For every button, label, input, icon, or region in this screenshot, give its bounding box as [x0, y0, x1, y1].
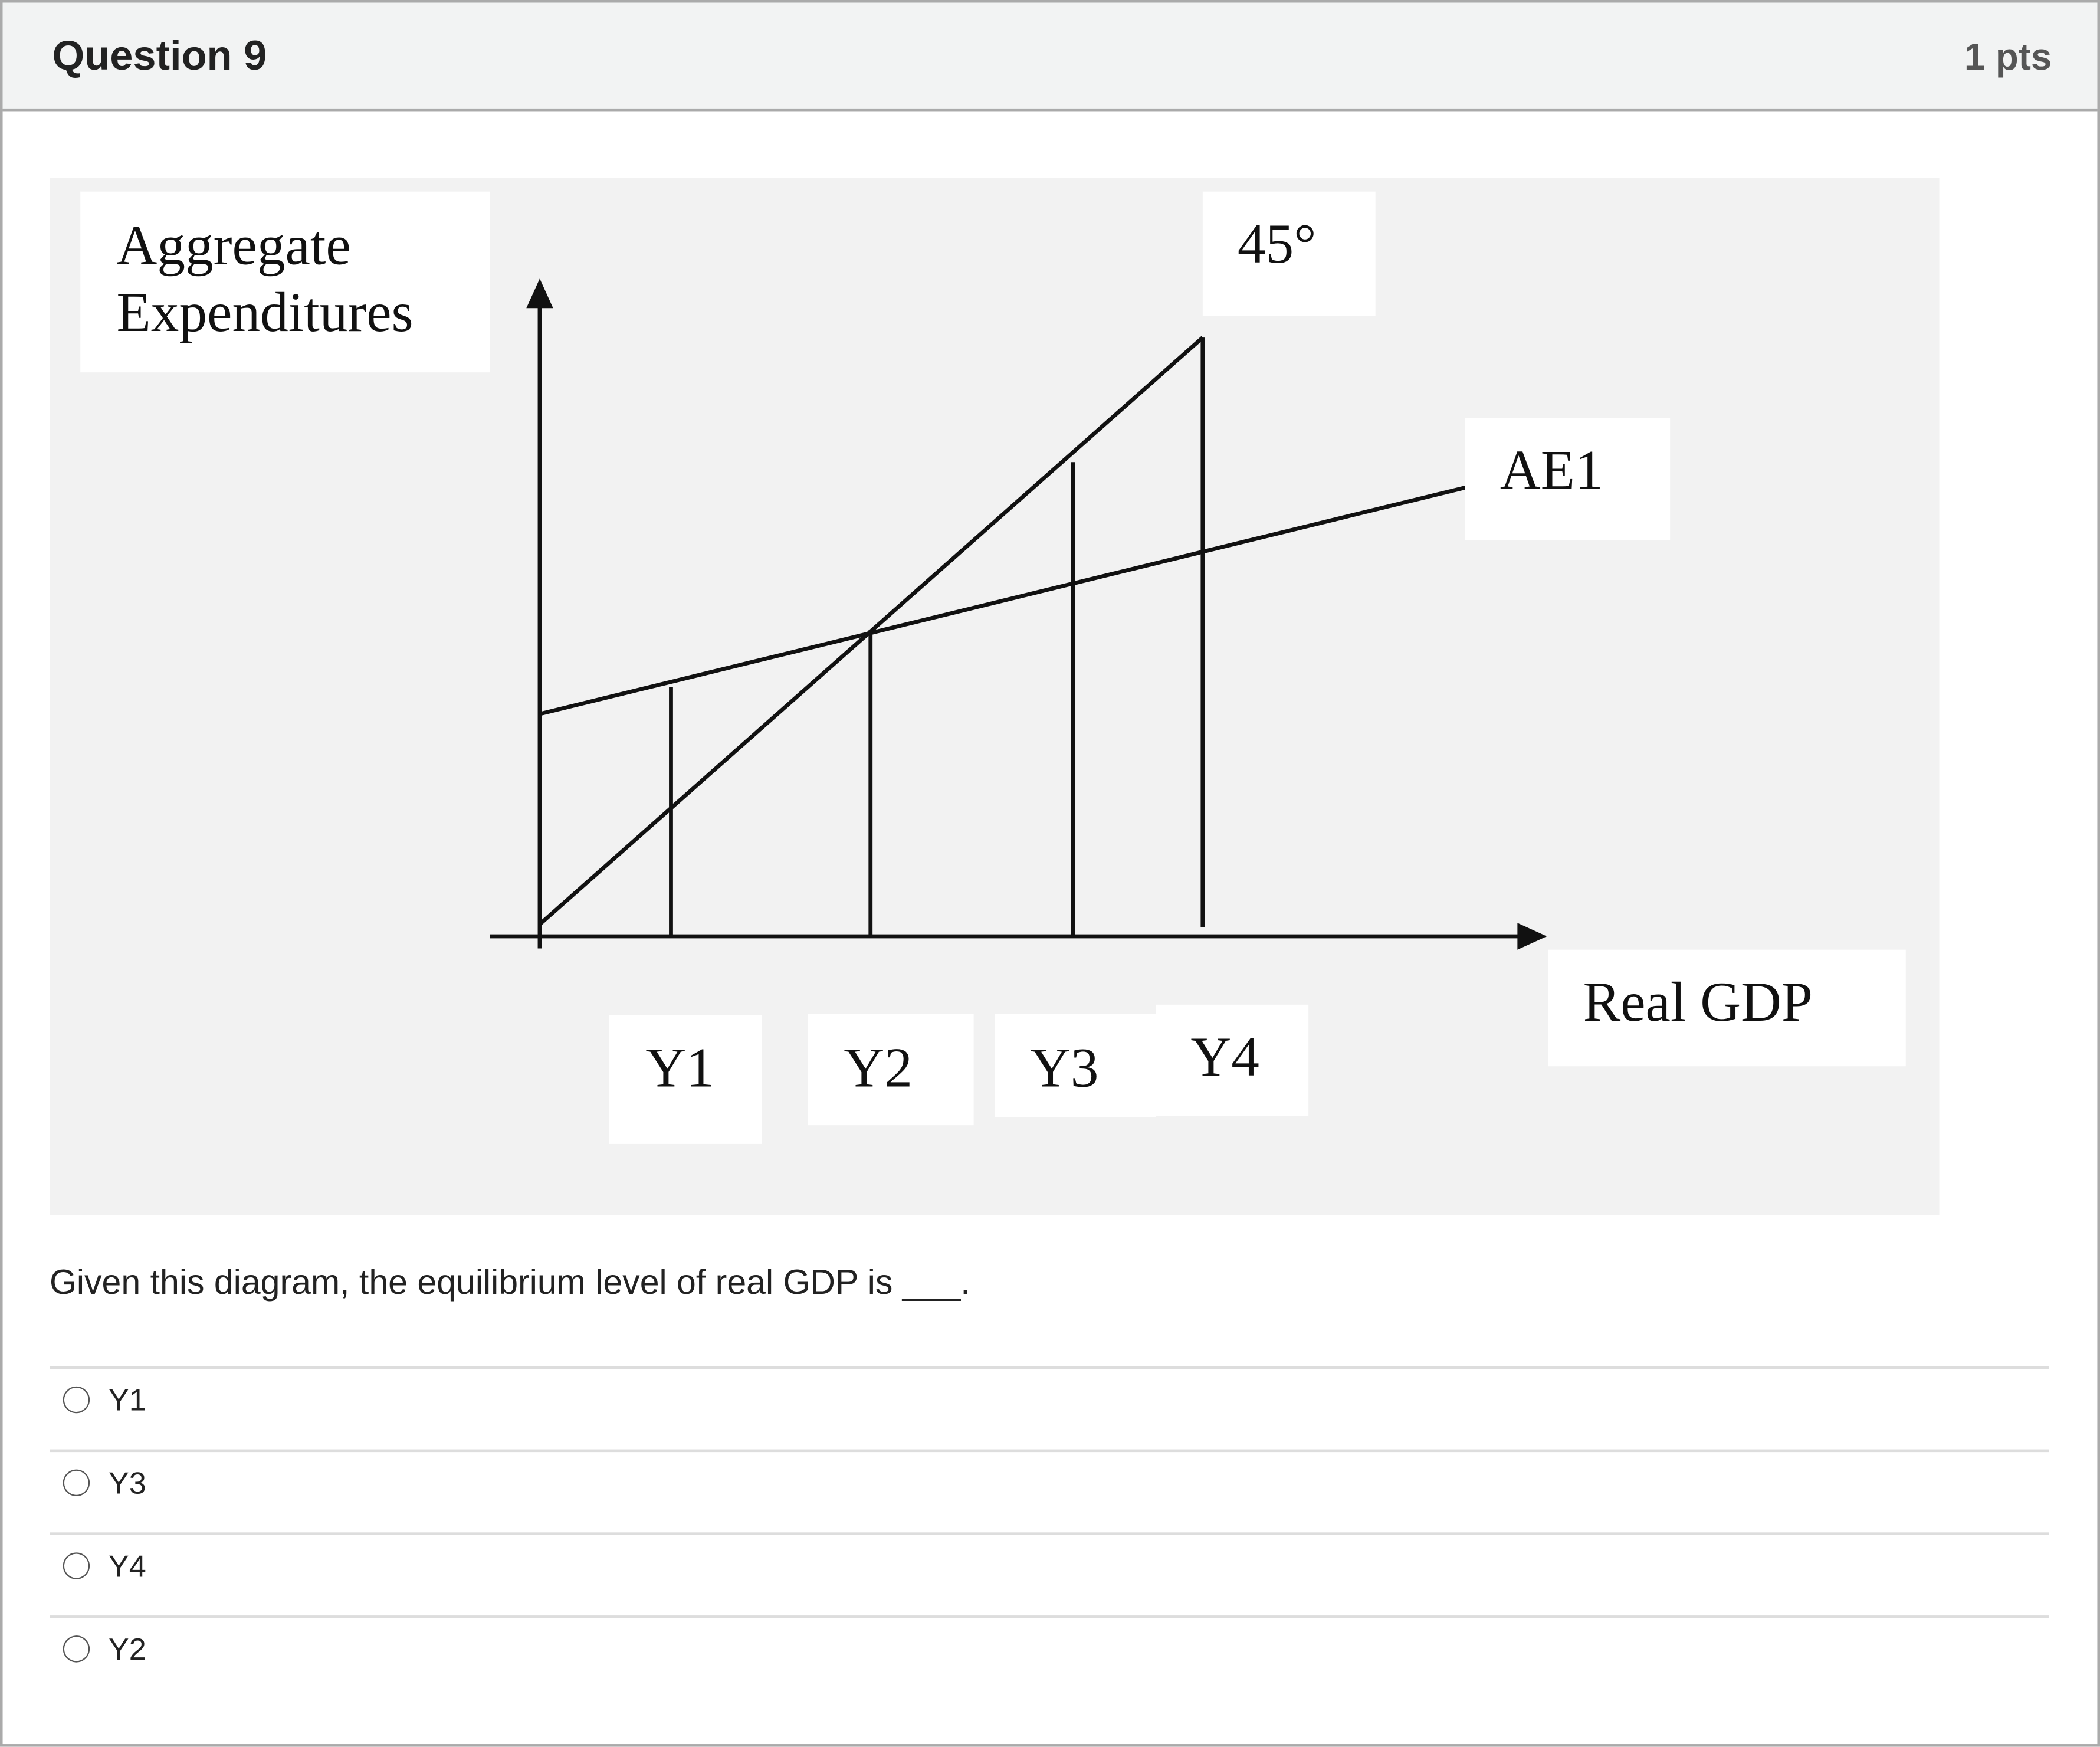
answer-label[interactable]: Y3 [108, 1465, 146, 1500]
question-header: Question 9 1 pts [2, 2, 2098, 112]
y-axis-label: Aggregate Expenditures [80, 191, 490, 373]
radio-button[interactable] [63, 1635, 90, 1663]
divider [50, 1615, 2049, 1618]
question-text: Given this diagram, the equilibrium leve… [50, 1261, 970, 1302]
divider [50, 1532, 2049, 1535]
diagram-lines [490, 278, 1547, 950]
y-axis-arrow [526, 278, 553, 309]
y-axis-label-line2: Expenditures [116, 283, 414, 345]
question-points: 1 pts [1964, 36, 2052, 78]
radio-button[interactable] [63, 1386, 90, 1414]
question-title: Question 9 [52, 32, 267, 79]
x-axis-arrow [1517, 923, 1547, 950]
y-axis-label-line1: Aggregate [116, 215, 351, 277]
answer-option-y4[interactable]: Y4 [50, 1536, 2049, 1617]
answer-option-y2[interactable]: Y2 [50, 1620, 2049, 1700]
tick-label-y4: Y4 [1156, 1004, 1309, 1116]
answer-label[interactable]: Y1 [108, 1382, 146, 1418]
ae1-line [539, 486, 1466, 716]
answer-label[interactable]: Y2 [108, 1631, 146, 1667]
answer-label[interactable]: Y4 [108, 1548, 146, 1584]
radio-button[interactable] [63, 1469, 90, 1497]
answer-option-y3[interactable]: Y3 [50, 1453, 2049, 1533]
ae-diagram: Aggregate Expenditures 45° AE1 Real GDP … [50, 178, 1940, 1215]
tick-label-y2: Y2 [808, 1014, 974, 1126]
tick-label-y3: Y3 [995, 1014, 1156, 1117]
tick-label-y1: Y1 [609, 1015, 762, 1144]
ae1-label: AE1 [1465, 418, 1671, 540]
line-45-label: 45° [1202, 191, 1376, 316]
answer-option-y1[interactable]: Y1 [50, 1371, 2049, 1451]
radio-button[interactable] [63, 1552, 90, 1579]
divider [50, 1449, 2049, 1453]
x-axis-label: Real GDP [1548, 949, 1906, 1067]
divider [50, 1366, 2049, 1369]
